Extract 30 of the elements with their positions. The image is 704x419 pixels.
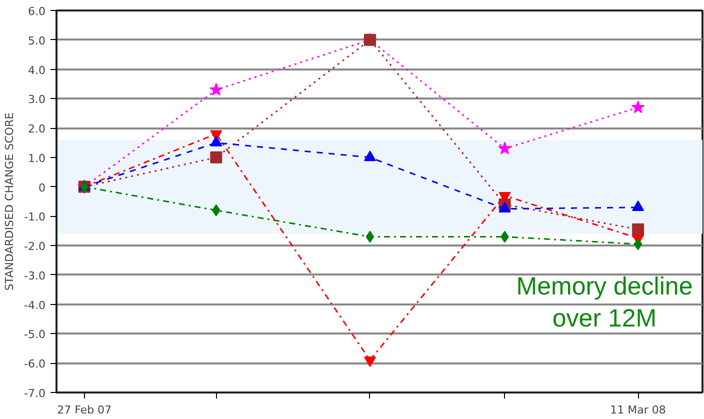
y-tick-label: 2.0 — [28, 122, 46, 136]
y-tick-label: 0 — [38, 181, 46, 194]
y-tick-label: -6.0 — [24, 358, 46, 371]
point — [498, 202, 511, 213]
point — [210, 151, 222, 164]
annotation: Memory decline over 12M — [516, 272, 693, 332]
y-tick-label: 3.0 — [28, 93, 46, 106]
y-tick-label: 5.0 — [28, 34, 46, 48]
point — [366, 230, 374, 243]
point — [631, 100, 645, 114]
y-axis-title: STANDARDISED CHANGE SCORE — [3, 112, 16, 291]
point — [498, 142, 512, 154]
point — [632, 200, 644, 212]
point — [364, 356, 376, 368]
y-tick-label: 6.0 — [28, 5, 46, 18]
y-tick-label: -1.0 — [24, 210, 46, 224]
y-tick-label: -4.0 — [24, 298, 46, 312]
y-tick-label: 4.0 — [28, 64, 46, 77]
x-tick-label: 27 Feb 07 — [57, 404, 112, 416]
y-tick-label: -2.0 — [24, 240, 46, 254]
point — [634, 238, 642, 250]
y-tick-label: -3.0 — [24, 269, 46, 282]
point — [209, 82, 223, 96]
point — [632, 223, 644, 236]
y-tick-label: -7.0 — [24, 387, 46, 400]
point — [364, 150, 376, 162]
point — [210, 136, 222, 146]
y-tick-label: 1.0 — [28, 152, 46, 165]
x-tick-label: 11 Mar 08 — [610, 404, 666, 416]
y-tick-label: -5.0 — [24, 328, 46, 342]
